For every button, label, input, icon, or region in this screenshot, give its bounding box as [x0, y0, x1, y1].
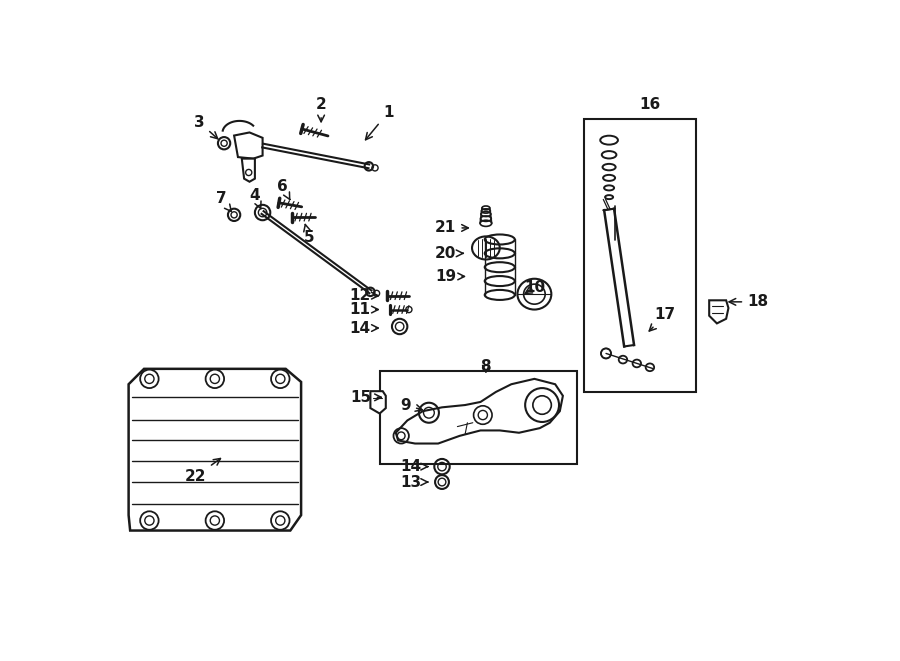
Text: 12: 12	[349, 288, 378, 303]
Circle shape	[140, 512, 158, 529]
Circle shape	[140, 369, 158, 388]
Text: 9: 9	[400, 397, 422, 412]
Text: 2: 2	[316, 97, 327, 122]
Polygon shape	[396, 379, 562, 444]
Text: 18: 18	[729, 294, 769, 309]
Polygon shape	[234, 132, 263, 159]
Text: 10: 10	[524, 280, 545, 295]
Bar	[584, 118, 696, 392]
Text: 17: 17	[649, 307, 676, 331]
Text: 19: 19	[436, 269, 464, 284]
Circle shape	[205, 369, 224, 388]
Text: 1: 1	[365, 105, 393, 139]
Polygon shape	[709, 300, 728, 323]
Circle shape	[526, 388, 559, 422]
Circle shape	[473, 406, 492, 424]
Text: 13: 13	[400, 475, 428, 490]
Text: 4: 4	[249, 188, 261, 209]
Polygon shape	[129, 369, 302, 531]
Circle shape	[271, 512, 290, 529]
Text: 20: 20	[436, 246, 463, 261]
Circle shape	[205, 512, 224, 529]
Text: 21: 21	[436, 220, 468, 235]
Text: 15: 15	[351, 390, 382, 405]
Text: 14: 14	[400, 459, 428, 474]
Text: 14: 14	[349, 321, 378, 336]
Circle shape	[271, 369, 290, 388]
Bar	[381, 371, 577, 463]
Text: 5: 5	[303, 224, 314, 245]
Polygon shape	[242, 159, 255, 182]
Text: 6: 6	[277, 179, 290, 200]
Text: 7: 7	[216, 191, 231, 212]
Text: 11: 11	[349, 302, 378, 317]
Text: 16: 16	[639, 97, 661, 112]
Text: 8: 8	[481, 359, 491, 374]
Text: 3: 3	[194, 115, 218, 139]
Text: 22: 22	[184, 459, 220, 484]
Polygon shape	[371, 391, 386, 414]
